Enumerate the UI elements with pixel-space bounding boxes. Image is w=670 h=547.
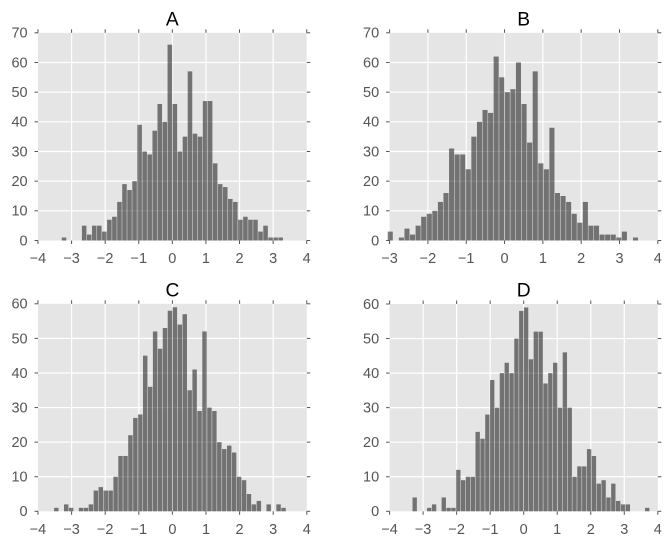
svg-text:C: C	[165, 280, 179, 301]
svg-text:−3: −3	[381, 251, 398, 267]
svg-text:30: 30	[363, 401, 379, 417]
svg-text:3: 3	[269, 522, 277, 538]
svg-text:−1: −1	[482, 522, 499, 538]
svg-text:3: 3	[615, 251, 623, 267]
svg-text:−2: −2	[448, 522, 465, 538]
svg-text:30: 30	[363, 144, 379, 160]
svg-text:4: 4	[303, 522, 311, 538]
svg-text:1: 1	[202, 522, 210, 538]
svg-text:20: 20	[363, 174, 379, 190]
svg-text:50: 50	[11, 85, 27, 101]
svg-text:60: 60	[11, 55, 27, 71]
svg-text:60: 60	[363, 55, 379, 71]
svg-text:60: 60	[363, 297, 379, 313]
svg-text:0: 0	[20, 504, 28, 520]
svg-text:30: 30	[11, 144, 27, 160]
svg-text:0: 0	[371, 233, 379, 249]
svg-text:−4: −4	[381, 522, 398, 538]
svg-text:−4: −4	[30, 522, 47, 538]
svg-text:−1: −1	[458, 251, 475, 267]
svg-text:2: 2	[236, 522, 244, 538]
svg-text:10: 10	[363, 204, 379, 220]
svg-text:4: 4	[303, 251, 311, 267]
svg-text:−1: −1	[131, 522, 148, 538]
svg-text:30: 30	[11, 400, 27, 416]
svg-text:4: 4	[654, 522, 662, 538]
svg-text:3: 3	[620, 522, 628, 538]
svg-text:1: 1	[553, 522, 561, 538]
svg-text:−3: −3	[415, 522, 432, 538]
svg-text:−2: −2	[420, 251, 437, 267]
svg-text:−1: −1	[130, 251, 147, 267]
svg-text:D: D	[517, 281, 531, 302]
svg-text:4: 4	[654, 251, 662, 267]
svg-text:50: 50	[11, 331, 27, 347]
svg-text:40: 40	[11, 366, 27, 382]
svg-text:2: 2	[235, 251, 243, 267]
svg-text:3: 3	[269, 251, 277, 267]
svg-text:0: 0	[501, 251, 509, 267]
svg-text:2: 2	[577, 251, 585, 267]
svg-text:2: 2	[587, 522, 595, 538]
svg-text:1: 1	[202, 251, 210, 267]
svg-text:20: 20	[11, 435, 27, 451]
svg-text:70: 70	[11, 26, 27, 42]
svg-text:10: 10	[11, 204, 27, 220]
svg-text:70: 70	[363, 26, 379, 42]
svg-text:20: 20	[11, 174, 27, 190]
svg-text:40: 40	[11, 115, 27, 131]
svg-text:0: 0	[20, 233, 28, 249]
svg-text:−3: −3	[63, 251, 80, 267]
svg-text:10: 10	[363, 470, 379, 486]
svg-text:20: 20	[363, 435, 379, 451]
svg-text:60: 60	[11, 297, 27, 313]
svg-text:0: 0	[520, 522, 528, 538]
svg-text:−2: −2	[97, 251, 114, 267]
svg-text:A: A	[166, 9, 179, 30]
svg-text:50: 50	[363, 85, 379, 101]
svg-text:40: 40	[363, 366, 379, 382]
svg-text:40: 40	[363, 115, 379, 131]
svg-text:B: B	[517, 9, 530, 30]
svg-text:−4: −4	[30, 251, 47, 267]
svg-text:10: 10	[11, 470, 27, 486]
svg-text:1: 1	[539, 251, 547, 267]
svg-text:0: 0	[168, 522, 176, 538]
svg-text:0: 0	[168, 251, 176, 267]
svg-text:0: 0	[371, 504, 379, 520]
svg-text:50: 50	[363, 331, 379, 347]
svg-text:−2: −2	[97, 522, 114, 538]
svg-text:−3: −3	[63, 522, 80, 538]
